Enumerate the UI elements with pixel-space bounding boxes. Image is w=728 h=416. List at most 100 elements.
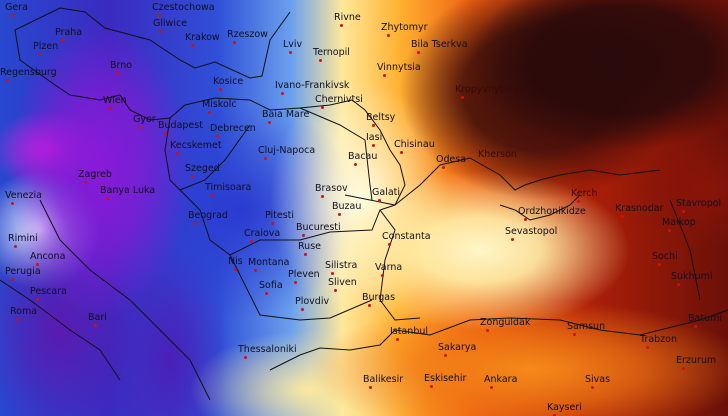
city-marker-icon (106, 197, 109, 200)
city-label: Sivas (585, 374, 611, 385)
city-marker-icon (658, 263, 661, 266)
city-marker-icon (194, 222, 197, 225)
city-label: Kecskemet (170, 140, 222, 151)
city-marker-icon (591, 386, 594, 389)
city-marker-icon (281, 92, 284, 95)
city-marker-icon (338, 213, 341, 216)
city-label: Pescara (30, 286, 67, 297)
city-marker-icon (176, 152, 179, 155)
city-label: Sevastopol (505, 226, 558, 237)
city-marker-icon (461, 96, 464, 99)
city-label: Varna (375, 262, 403, 273)
city-label: Kayseri (547, 402, 582, 413)
city-marker-icon (216, 135, 219, 138)
city-marker-icon (164, 132, 167, 135)
city-label: Lviv (283, 39, 303, 50)
city-label: Constanta (382, 231, 431, 242)
city-marker-icon (369, 386, 372, 389)
city-marker-icon (486, 329, 489, 332)
city-marker-icon (577, 200, 580, 203)
city-marker-icon (388, 243, 391, 246)
city-label: Beltsy (366, 112, 396, 123)
city-label: Rzeszow (227, 29, 268, 40)
city-marker-icon (109, 107, 112, 110)
city-marker-icon (682, 210, 685, 213)
city-marker-icon (484, 161, 487, 164)
city-label: Samsun (567, 321, 606, 332)
city-marker-icon (244, 356, 247, 359)
city-label: Buzau (332, 201, 362, 212)
city-marker-icon (381, 274, 384, 277)
city-marker-icon (268, 121, 271, 124)
city-marker-icon (490, 386, 493, 389)
city-label: Istanbul (390, 326, 429, 337)
city-label: Bacau (348, 151, 378, 162)
city-label: Trabzon (640, 334, 677, 345)
city-label: Banya Luka (100, 185, 156, 196)
city-marker-icon (524, 218, 527, 221)
city-label: Miskolc (202, 99, 237, 110)
city-marker-icon (254, 269, 257, 272)
city-marker-icon (208, 111, 211, 114)
city-marker-icon (39, 53, 42, 56)
city-label: Plzen (33, 41, 59, 52)
city-label: Perugia (5, 266, 41, 277)
city-label: Plovdiv (295, 296, 330, 307)
city-marker-icon (191, 175, 194, 178)
city-label: Gliwice (153, 18, 188, 29)
city-marker-icon (400, 151, 403, 154)
city-label: Ordzhonikidze (518, 206, 586, 217)
city-marker-icon (372, 144, 375, 147)
city-marker-icon (646, 346, 649, 349)
city-label: Beograd (188, 210, 228, 221)
city-label: Erzurum (676, 355, 717, 366)
city-marker-icon (94, 324, 97, 327)
city-label: Ancona (30, 251, 66, 262)
city-label: Brasov (315, 183, 348, 194)
city-label: Chernivtsi (315, 94, 363, 105)
city-label: Silistra (325, 260, 358, 271)
city-label: Cluj-Napoca (258, 145, 316, 156)
city-marker-icon (158, 14, 161, 17)
city-label: Batumi (688, 313, 722, 324)
city-marker-icon (511, 238, 514, 241)
city-marker-icon (378, 199, 381, 202)
city-marker-icon (11, 14, 14, 17)
city-marker-icon (444, 354, 447, 357)
city-marker-icon (139, 126, 142, 129)
city-marker-icon (84, 181, 87, 184)
city-marker-icon (264, 157, 267, 160)
city-marker-icon (265, 292, 268, 295)
city-label: Sliven (328, 277, 357, 288)
city-marker-icon (301, 308, 304, 311)
city-marker-icon (294, 281, 297, 284)
city-marker-icon (573, 333, 576, 336)
city-label: Roma (10, 306, 38, 317)
city-label: Vinnytsia (377, 62, 421, 73)
city-label: Budapest (158, 120, 203, 131)
city-marker-icon (368, 304, 371, 307)
city-label: Regensburg (0, 67, 57, 78)
city-label: Nis (228, 256, 243, 267)
city-marker-icon (682, 367, 685, 370)
city-marker-icon (321, 106, 324, 109)
city-marker-icon (694, 325, 697, 328)
city-marker-icon (11, 278, 14, 281)
city-label: Sofia (259, 280, 283, 291)
city-label: Montana (248, 257, 290, 268)
city-marker-icon (16, 318, 19, 321)
city-label: Thessaloniki (238, 344, 297, 355)
city-label: Praha (55, 27, 83, 38)
city-label: Burgas (362, 292, 396, 303)
city-marker-icon (116, 72, 119, 75)
city-marker-icon (372, 124, 375, 127)
city-label: Zhytomyr (381, 22, 428, 33)
city-marker-icon (621, 215, 624, 218)
city-label: Iasi (366, 132, 383, 143)
city-label: Brno (110, 60, 133, 71)
city-marker-icon (319, 59, 322, 62)
city-label: Maikop (662, 217, 696, 228)
city-marker-icon (233, 41, 236, 44)
city-label: Eskisehir (424, 373, 467, 384)
